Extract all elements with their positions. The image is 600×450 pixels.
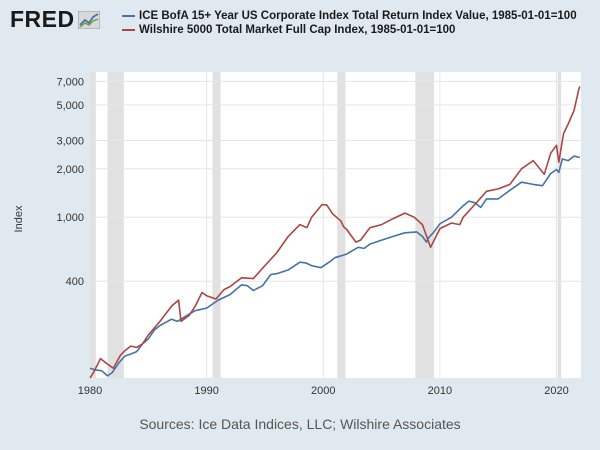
recession-band-3 — [337, 72, 346, 378]
x-tick-label: 1980 — [78, 385, 102, 397]
y-tick-label: 1,000 — [56, 212, 84, 224]
series-line-1 — [89, 86, 581, 379]
plot-background — [90, 72, 581, 378]
recession-shading — [90, 72, 562, 378]
y-tick-label: 5,000 — [56, 100, 84, 112]
recession-band-4 — [415, 72, 435, 378]
chart-line-icon — [77, 10, 100, 29]
recession-band-2 — [212, 72, 221, 378]
y-tick-label: 7,000 — [56, 76, 84, 88]
y-tick-label: 400 — [66, 276, 84, 288]
y-axis-label: Index — [13, 205, 25, 233]
x-tick-label: 2000 — [311, 385, 335, 397]
x-tick-label: 2020 — [544, 385, 568, 397]
series-lines — [89, 86, 581, 379]
recession-band-5 — [557, 72, 562, 378]
source-note: Sources: Ice Data Indices, LLC; Wilshire… — [139, 416, 461, 432]
fred-logo[interactable]: FRED — [10, 6, 100, 33]
series-line-0 — [89, 155, 580, 377]
x-tick-label: 1990 — [194, 385, 218, 397]
legend-label-wilshire: Wilshire 5000 Total Market Full Cap Inde… — [139, 24, 456, 36]
recession-band-0 — [90, 72, 96, 378]
legend-item-corporate[interactable]: ICE BofA 15+ Year US Corporate Index Tot… — [122, 9, 592, 23]
logo-text: FRED — [10, 6, 75, 32]
legend-swatch-corporate — [122, 15, 135, 17]
recession-band-1 — [107, 72, 124, 378]
chart-legend: ICE BofA 15+ Year US Corporate Index Tot… — [122, 9, 592, 37]
y-tick-label: 2,000 — [56, 164, 84, 176]
chart-header: FRED ICE BofA 15+ Year US Corporate Inde… — [0, 0, 600, 62]
x-tick-labels: 1980 1990 2000 2010 2020 — [78, 385, 569, 397]
y-tick-label: 3,000 — [56, 135, 84, 147]
gridlines — [89, 72, 581, 378]
legend-label-corporate: ICE BofA 15+ Year US Corporate Index Tot… — [139, 10, 577, 22]
y-tick-labels: 400 1,000 2,000 3,000 5,000 7,000 — [56, 76, 84, 288]
x-tick-label: 2010 — [428, 385, 452, 397]
legend-swatch-wilshire — [122, 29, 135, 31]
legend-item-wilshire[interactable]: Wilshire 5000 Total Market Full Cap Inde… — [122, 23, 592, 37]
